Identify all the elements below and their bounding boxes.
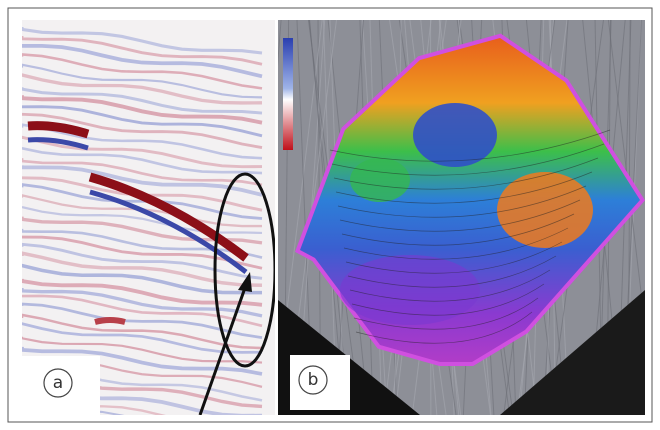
panel-bg	[22, 20, 275, 415]
figure: a b	[0, 0, 660, 430]
colorbar	[283, 38, 293, 150]
blob	[413, 103, 497, 167]
panel-b: b	[250, 20, 655, 415]
panel-a: a	[22, 20, 275, 430]
page: a b (() => { const data = JSON.parse(doc…	[0, 0, 660, 430]
panel-label: b	[308, 370, 319, 390]
blob	[350, 158, 410, 202]
strong-reflector	[95, 320, 125, 322]
panel-label: a	[53, 373, 63, 393]
